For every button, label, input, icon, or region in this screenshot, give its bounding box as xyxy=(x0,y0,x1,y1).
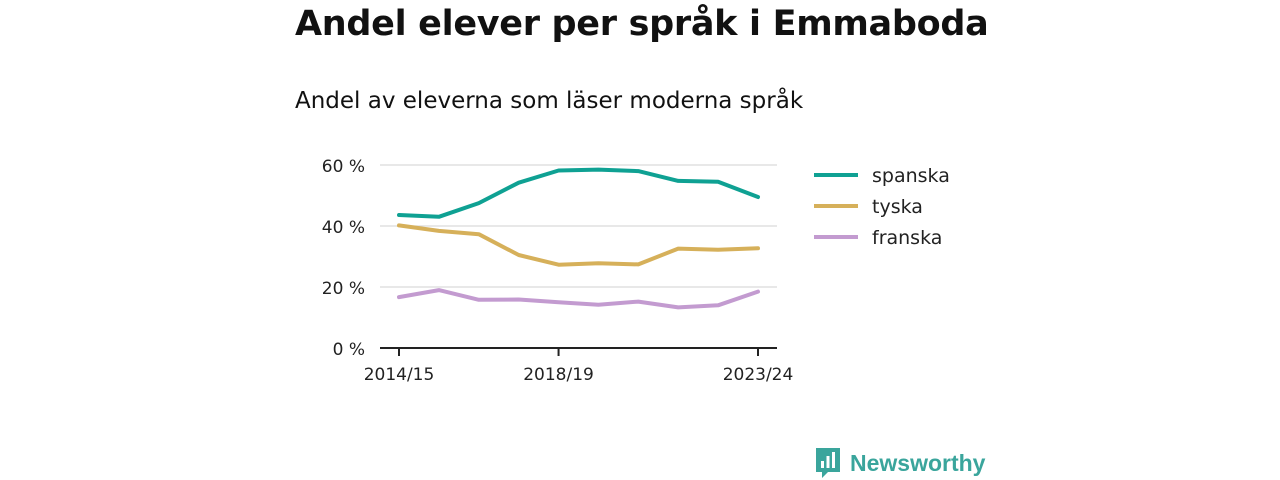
axis-layer: 0 % 20 % 40 % 60 % 2014/15 2018/19 2023/24 xyxy=(322,157,794,385)
newsworthy-logo: Newsworthy xyxy=(814,446,985,480)
brand-name: Newsworthy xyxy=(850,449,986,476)
x-tick-label: 2014/15 xyxy=(364,365,435,385)
series-line-franska xyxy=(397,288,760,310)
series-line-spanska xyxy=(397,167,760,219)
y-tick-label: 20 % xyxy=(322,279,365,299)
legend-label-franska: franska xyxy=(872,227,942,249)
series-line-tyska xyxy=(397,223,760,267)
series-layer xyxy=(397,167,760,310)
x-tick-label: 2023/24 xyxy=(723,365,794,385)
y-tick-label: 60 % xyxy=(322,157,365,177)
y-tick-label: 0 % xyxy=(333,340,365,360)
legend-label-tyska: tyska xyxy=(872,196,923,218)
grid-layer xyxy=(380,164,777,288)
y-tick-label: 40 % xyxy=(322,218,365,238)
chart-subtitle: Andel av eleverna som läser moderna språ… xyxy=(295,88,804,114)
x-tick-label: 2018/19 xyxy=(523,365,594,385)
chart-title: Andel elever per språk i Emmaboda xyxy=(295,4,989,44)
newsworthy-logo-icon xyxy=(816,448,840,478)
legend: spanska tyska franska xyxy=(814,165,950,249)
legend-label-spanska: spanska xyxy=(872,165,950,187)
